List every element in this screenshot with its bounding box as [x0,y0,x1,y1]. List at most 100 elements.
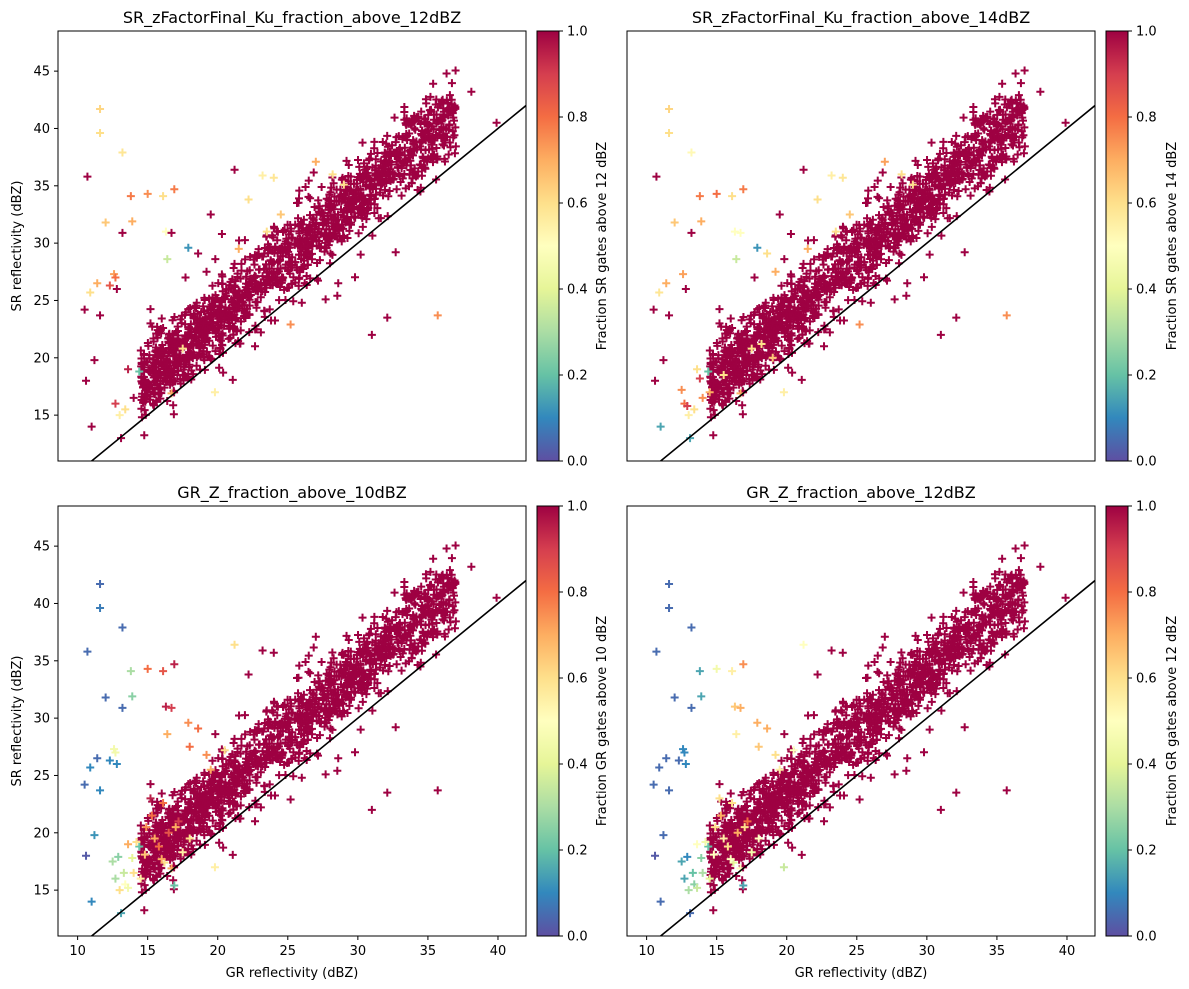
scatter-point [354,630,363,639]
scatter-point [210,325,219,334]
colorbar-tick-label: 0.8 [1136,111,1157,126]
scatter-point [732,255,741,264]
scatter-point [234,244,243,253]
scatter-point [149,401,158,410]
scatter-point [243,267,252,276]
scatter-point [87,897,96,906]
scatter-point [214,754,223,763]
scatter-point [260,782,269,791]
scatter-point [442,544,451,553]
scatter-point [815,274,824,283]
scatter-point [308,218,317,227]
scatter-point [390,113,399,122]
scatter-point [327,658,336,667]
scatter-point [867,262,876,271]
scatter-point [214,806,223,815]
scatter-point [366,177,375,186]
scatter-point [237,769,246,778]
scatter-point [318,684,327,693]
scatter-point [329,179,338,188]
scatter-point [112,760,121,768]
scatter-point [366,652,375,661]
scatter-point [339,707,348,716]
scatter-point [174,817,183,826]
scatter-point [736,365,745,374]
scatter-point [758,333,767,342]
scatter-point [710,394,719,403]
scatter-point [1014,91,1023,100]
scatter-point [196,342,205,351]
scatter-point [753,329,762,338]
scatter-point [961,185,970,194]
scatter-point [799,165,808,174]
scatter-point [186,785,195,794]
scatter-point [804,236,813,245]
scatter-point [916,208,925,217]
scatter-point [245,767,254,776]
scatter-point [256,328,265,337]
scatter-point [939,200,948,209]
scatter-point [388,616,397,625]
scatter-point [787,341,796,350]
scatter-point [221,289,230,298]
scatter-point [286,795,295,804]
scatter-point [964,171,973,180]
scatter-point [321,217,330,226]
scatter-point [763,351,772,360]
scatter-point [424,629,433,638]
scatter-point [237,294,246,303]
axes-frame [626,30,1096,462]
scatter-point [421,129,430,138]
scatter-point [819,251,828,260]
scatter-point [687,148,696,157]
scatter-point [322,669,331,678]
scatter-point [241,255,250,264]
scatter-point [145,351,154,360]
scatter-point [276,757,285,766]
scatter-point [83,172,92,181]
colorbar-label: Fraction GR gates above 10 dBZ [595,616,610,826]
scatter-point [236,792,245,801]
scatter-point [1020,66,1029,75]
scatter-point [376,656,385,665]
scatter-point [665,311,674,320]
scatter-point [799,259,808,268]
scatter-point [258,171,267,180]
scatter-point [1014,103,1023,112]
scatter-point [903,279,912,288]
scatter-point [207,300,216,309]
scatter-point [321,295,330,304]
scatter-point [206,210,215,219]
scatter-point [757,340,766,349]
scatter-point [140,431,149,440]
scatter-point [709,431,718,440]
scatter-point [400,107,409,116]
colorbar-ticks: 0.00.20.40.60.81.0 [559,25,588,470]
scatter-point [729,383,738,392]
scatter-point [140,850,149,859]
scatter-point [215,798,224,807]
scatter-point [351,273,360,282]
scatter-point [911,631,920,640]
scatter-point [203,306,212,315]
scatter-point [383,313,392,322]
scatter-point [432,144,441,153]
scatter-point [1013,150,1022,159]
scatter-point [959,170,968,179]
scatter-point [282,234,291,243]
scatter-point [294,673,303,682]
scatter-point [397,164,406,173]
scatter-point [342,631,351,640]
scatter-point [376,157,385,166]
scatter-point [955,176,964,185]
scatter-point [371,659,380,668]
scatter-point [232,313,241,322]
scatter-point [115,411,124,420]
scatter-point [298,262,307,271]
scatter-point [273,269,282,278]
scatter-point [146,305,155,314]
scatter-point [163,834,172,843]
scatter-point [181,320,190,329]
scatter-point [167,703,176,712]
scatter-point [383,131,392,140]
